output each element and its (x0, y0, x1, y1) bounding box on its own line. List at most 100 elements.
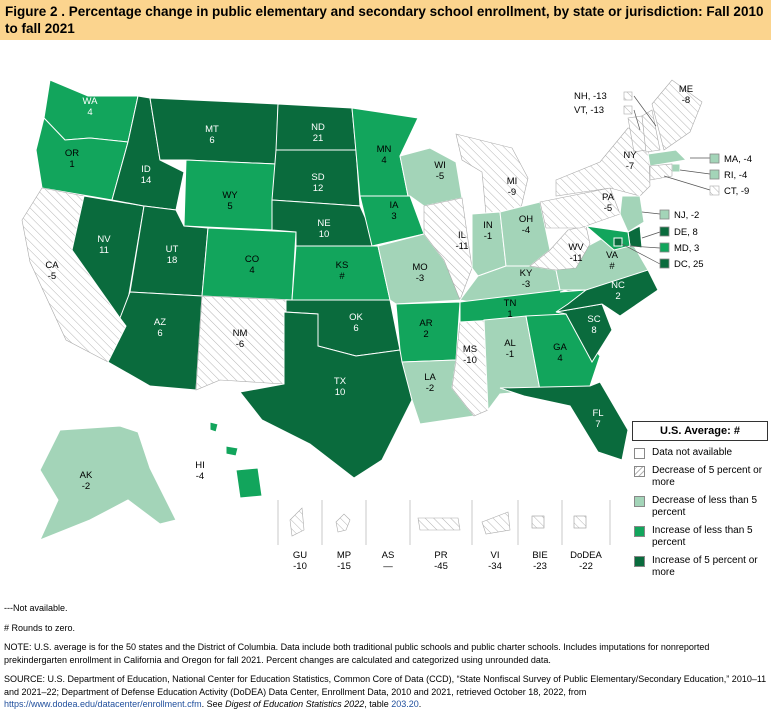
label-SD-line-1: 12 (313, 183, 324, 194)
label-UT-line-1: 18 (167, 255, 178, 266)
state-NH (641, 109, 661, 153)
state-PA (539, 187, 621, 229)
notes: ---Not available. # Rounds to zero. NOTE… (4, 602, 769, 718)
legend-label-inc5: Increase of 5 percent or more (652, 555, 758, 578)
title-bar: Figure 2 . Percentage change in public e… (0, 0, 771, 40)
label-NV-line-0: NV (97, 234, 111, 245)
label-NE-line-0: NE (317, 218, 330, 229)
label-MN-line-0: MN (377, 144, 392, 155)
label-MO-line-1: -3 (416, 273, 424, 284)
note-not-available: ---Not available. (4, 603, 68, 613)
legend-item-dec-less: Decrease of less than 5 percent (632, 495, 768, 519)
label-NM: NM -6 (233, 328, 248, 350)
label-FL-line-0: FL (592, 408, 603, 419)
label-OH-line-1: -4 (522, 225, 530, 236)
state-WV (529, 225, 591, 271)
label-ME-line-1: -8 (682, 95, 690, 106)
source-table-pre: , table (364, 699, 392, 709)
label-NY-line-1: -7 (626, 161, 634, 172)
label-TN: TN 1 (504, 298, 517, 320)
swatch-MD (659, 242, 670, 253)
label-NV: NV 11 (97, 234, 111, 256)
legend-swatch-dec5 (634, 466, 645, 477)
callout-NJ: NJ, -2 (674, 210, 699, 221)
label-SD-line-0: SD (311, 172, 324, 183)
label-OH-line-0: OH (519, 214, 533, 225)
legend-swatch-inc5 (634, 556, 645, 567)
label-ID: ID 14 (141, 164, 152, 186)
territories-strip: GU -10 MP -15 AS — PR -45 VI -34 BIE -23… (277, 500, 611, 572)
state-MA (647, 149, 688, 167)
label-NE-line-1: 10 (319, 229, 330, 240)
territory-MP-value: -15 (337, 561, 351, 572)
state-AK (39, 425, 177, 541)
label-IN-line-1: -1 (484, 231, 492, 242)
label-ID-line-0: ID (141, 164, 151, 175)
us-enrollment-map: WA 4 OR 1 CA -5 NV 11 ID 14 MT 6 WY 5 UT 18 AZ 6 … (21, 79, 752, 572)
legend-swatch-inc-less (634, 526, 645, 537)
label-VA-line-1: # (609, 261, 615, 272)
legend-label-inc-less: Increase of less than 5 percent (652, 525, 753, 548)
callout-CT: CT, -9 (724, 186, 749, 197)
callout-VT: VT, -13 (574, 105, 604, 116)
legend-label-dec5: Decrease of 5 percent or more (652, 465, 763, 488)
label-ID-line-1: 14 (141, 175, 152, 186)
label-KS-line-1: # (339, 271, 345, 282)
source-table-link[interactable]: 203.20 (391, 699, 419, 709)
label-FL-line-1: 7 (595, 419, 600, 430)
label-WA-line-1: 4 (87, 107, 92, 118)
state-CT (649, 163, 673, 181)
label-MI-line-0: MI (507, 176, 518, 187)
label-KS-line-0: KS (336, 260, 349, 271)
label-NM-line-0: NM (233, 328, 248, 339)
label-WA-line-0: WA (83, 96, 99, 107)
source-digest: Digest of Education Statistics 2022 (225, 699, 365, 709)
label-OK-line-1: 6 (353, 323, 358, 334)
callout-NH: NH, -13 (574, 91, 607, 102)
state-HI-1 (209, 421, 219, 433)
label-LA: LA -2 (424, 372, 436, 394)
legend-item-na: Data not available (632, 447, 768, 459)
label-VA: VA # (606, 250, 619, 272)
legend-swatch-na (634, 448, 645, 459)
label-WY-line-0: WY (222, 190, 238, 201)
legend-title: U.S. Average: # (632, 421, 768, 441)
swatch-DE (659, 226, 670, 237)
label-SC-line-0: SC (587, 314, 600, 325)
label-GA-line-1: 4 (557, 353, 562, 364)
territory-BIE: BIE (532, 550, 547, 561)
label-UT: UT 18 (166, 244, 179, 266)
label-KY: KY -3 (520, 268, 533, 290)
label-ND-line-0: ND (311, 122, 325, 133)
label-MN-line-1: 4 (381, 155, 386, 166)
label-GA: GA 4 (553, 342, 567, 364)
label-MI-line-1: -9 (508, 187, 516, 198)
state-HI-3 (235, 467, 263, 499)
source-link[interactable]: https://www.dodea.edu/datacenter/enrollm… (4, 699, 202, 709)
leader-DE (641, 231, 661, 239)
territory-GU: GU (293, 550, 307, 561)
label-AZ-line-0: AZ (154, 317, 166, 328)
note-rounds: # Rounds to zero. (4, 622, 76, 633)
label-MS: MS -10 (463, 344, 477, 366)
swatch-RI (709, 169, 720, 180)
label-AL-line-1: -1 (506, 349, 514, 360)
territory-AS-value: — (383, 561, 393, 572)
label-IL-line-0: IL (458, 230, 466, 241)
state-RI (671, 163, 681, 173)
label-NY: NY -7 (623, 150, 637, 172)
label-OK: OK 6 (349, 312, 363, 334)
source-pre: SOURCE: U.S. Department of Education, Na… (4, 674, 767, 697)
label-IA-line-1: 3 (391, 211, 396, 222)
territory-shape-MP (335, 513, 351, 533)
label-NM-line-1: -6 (236, 339, 244, 350)
state-HI-2 (225, 445, 239, 457)
label-AL: AL -1 (504, 338, 516, 360)
label-FL: FL 7 (592, 408, 603, 430)
label-UT-line-0: UT (166, 244, 179, 255)
label-WV-line-0: WV (568, 242, 584, 253)
state-DC (613, 237, 623, 247)
label-CO: CO 4 (245, 254, 259, 276)
state-FL (499, 381, 629, 461)
territory-PR: PR (434, 550, 447, 561)
